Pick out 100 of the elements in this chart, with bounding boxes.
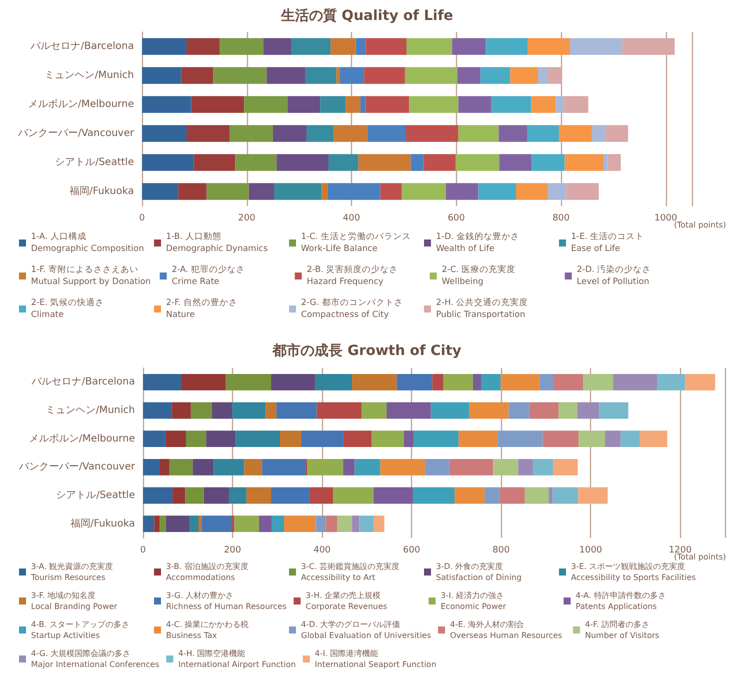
bar bbox=[531, 96, 556, 113]
y-tick-label: バンクーバー/Vancouver bbox=[18, 462, 136, 473]
legend-label: 4-E. 海外人材の割合 Overseas Human Resources bbox=[450, 620, 562, 640]
bar bbox=[236, 430, 280, 448]
bar bbox=[204, 487, 229, 504]
bar bbox=[608, 154, 621, 171]
bar bbox=[432, 374, 444, 390]
legend-label: 3-G. 人材の豊かさ Richness of Human Resources bbox=[166, 591, 287, 611]
legend-label: 3-A. 観光資源の充実度 Tourism Resources bbox=[30, 562, 114, 582]
x-tick-label: 1000 bbox=[579, 546, 602, 556]
bar bbox=[310, 487, 334, 504]
bar bbox=[498, 430, 543, 448]
bar bbox=[469, 402, 509, 419]
legend-label: 1-F. 寄附によるささえあい Mutual Support by Donation bbox=[31, 264, 151, 287]
bar bbox=[220, 38, 264, 55]
bar bbox=[244, 458, 262, 476]
bar bbox=[361, 402, 387, 419]
bar bbox=[640, 430, 668, 448]
bar bbox=[192, 458, 214, 476]
bar bbox=[484, 487, 500, 504]
x-tick-label: 0 bbox=[140, 546, 146, 556]
x-tick-label: 0 bbox=[139, 214, 146, 224]
x-tick-label: 200 bbox=[238, 214, 256, 224]
legend-label: 2-A. 犯罪の少なさ Crime Rate bbox=[172, 264, 246, 287]
bar bbox=[605, 125, 628, 142]
bar bbox=[322, 183, 328, 200]
bar bbox=[160, 516, 166, 532]
bar bbox=[142, 67, 182, 84]
bar bbox=[457, 67, 480, 84]
bar bbox=[558, 125, 592, 142]
bar bbox=[340, 67, 364, 84]
bar bbox=[518, 458, 533, 476]
legend-label: 1-C. 生活と労働のバランス Work-Life Balance bbox=[301, 231, 411, 254]
bar bbox=[333, 487, 374, 504]
y-tick-label: 福岡/Fukuoka bbox=[69, 185, 134, 197]
bar bbox=[316, 402, 362, 419]
bar bbox=[172, 402, 191, 419]
bar bbox=[540, 374, 554, 390]
bar bbox=[578, 430, 606, 448]
bar bbox=[334, 125, 368, 142]
bar bbox=[206, 430, 236, 448]
bar bbox=[443, 374, 473, 390]
bar bbox=[284, 516, 316, 532]
bar bbox=[248, 183, 274, 200]
chart-title: 都市の成長 Growth of City bbox=[272, 342, 462, 359]
bar bbox=[592, 125, 606, 142]
bar bbox=[292, 38, 331, 55]
bar bbox=[354, 458, 380, 476]
chart-title: 生活の質 Quality of Life bbox=[280, 7, 454, 24]
bar bbox=[202, 516, 232, 532]
bar bbox=[620, 430, 640, 448]
bar bbox=[271, 487, 310, 504]
bar bbox=[206, 183, 249, 200]
bar bbox=[143, 458, 160, 476]
bar bbox=[380, 183, 402, 200]
bar bbox=[280, 430, 302, 448]
legend-label: 2-D. 汚染の少なさ Level of Pollution bbox=[576, 264, 652, 287]
x-tick-label: 200 bbox=[224, 546, 242, 556]
bar bbox=[228, 487, 246, 504]
bar bbox=[480, 67, 510, 84]
bar bbox=[528, 38, 570, 55]
legend-label: 4-A. 特許申請件数の多さ Patents Applications bbox=[576, 591, 666, 611]
bar bbox=[613, 374, 658, 390]
bar bbox=[142, 154, 194, 171]
bar bbox=[548, 183, 566, 200]
bar bbox=[214, 458, 244, 476]
bar bbox=[532, 458, 554, 476]
bar bbox=[344, 430, 372, 448]
bar bbox=[374, 487, 413, 504]
x-axis-title: (Total points) bbox=[674, 220, 726, 230]
bar bbox=[307, 458, 344, 476]
bar bbox=[570, 38, 622, 55]
bar bbox=[556, 96, 564, 113]
bar bbox=[458, 430, 498, 448]
bar bbox=[186, 38, 220, 55]
legend-label: 1-D. 金銭的な豊かさ Wealth of Life bbox=[436, 231, 520, 254]
legend-label: 3-I. 経済力の強さ Economic Power bbox=[440, 591, 507, 611]
bar bbox=[529, 402, 558, 419]
bar bbox=[548, 487, 553, 504]
bar bbox=[478, 183, 516, 200]
bar bbox=[566, 183, 599, 200]
bar bbox=[235, 154, 277, 171]
bar bbox=[274, 183, 322, 200]
bar bbox=[454, 487, 485, 504]
bar bbox=[603, 154, 608, 171]
bar bbox=[552, 487, 578, 504]
bar bbox=[154, 516, 160, 532]
legend-label: 4-F. 訪問者の多さ Number of Visitors bbox=[585, 620, 660, 640]
bar bbox=[143, 430, 166, 448]
x-tick-label: 600 bbox=[448, 214, 466, 224]
bar bbox=[424, 154, 456, 171]
legend-label: 4-C. 操業にかかわる税 Business Tax bbox=[166, 620, 249, 640]
bar bbox=[343, 458, 355, 476]
bar bbox=[532, 154, 565, 171]
bar bbox=[456, 154, 500, 171]
bar bbox=[481, 374, 501, 390]
legend-label: 2-B. 災害頻度の少なさ Hazard Frequency bbox=[306, 264, 398, 287]
bar bbox=[190, 516, 199, 532]
bar bbox=[452, 38, 486, 55]
x-tick-label: 800 bbox=[552, 214, 570, 224]
